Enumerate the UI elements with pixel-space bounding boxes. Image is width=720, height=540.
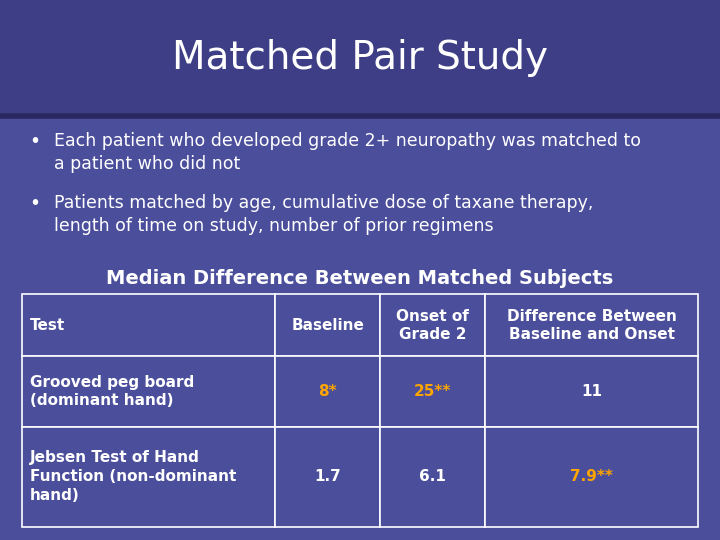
Text: 25**: 25** [414, 384, 451, 399]
Text: Difference Between
Baseline and Onset: Difference Between Baseline and Onset [507, 308, 677, 342]
Text: 7.9**: 7.9** [570, 469, 613, 484]
Text: Baseline: Baseline [292, 318, 364, 333]
Bar [275, 427, 380, 526]
Bar [22, 294, 275, 356]
Text: Grooved peg board
(dominant hand): Grooved peg board (dominant hand) [30, 375, 194, 408]
Text: Test: Test [30, 318, 66, 333]
Text: Onset of
Grade 2: Onset of Grade 2 [396, 308, 469, 342]
Bar [485, 294, 698, 356]
Bar [22, 427, 275, 526]
Text: •: • [29, 194, 40, 213]
Text: 6.1: 6.1 [419, 469, 446, 484]
Bar [380, 356, 485, 427]
Bar [275, 356, 380, 427]
Text: 11: 11 [581, 384, 603, 399]
Text: 8*: 8* [318, 384, 337, 399]
Text: Patients matched by age, cumulative dose of taxane therapy,
length of time on st: Patients matched by age, cumulative dose… [54, 194, 593, 235]
Text: Median Difference Between Matched Subjects: Median Difference Between Matched Subjec… [107, 268, 613, 288]
Text: 1.7: 1.7 [315, 469, 341, 484]
Text: Each patient who developed grade 2+ neuropathy was matched to
a patient who did : Each patient who developed grade 2+ neur… [54, 132, 641, 173]
Bar [22, 356, 275, 427]
Text: •: • [29, 132, 40, 151]
Bar [380, 427, 485, 526]
Bar [485, 427, 698, 526]
Bar [275, 294, 380, 356]
Bar [380, 294, 485, 356]
Text: Jebsen Test of Hand
Function (non-dominant
hand): Jebsen Test of Hand Function (non-domina… [30, 450, 237, 503]
Bar [485, 356, 698, 427]
Bar [0, 0, 720, 116]
Text: Matched Pair Study: Matched Pair Study [172, 39, 548, 77]
